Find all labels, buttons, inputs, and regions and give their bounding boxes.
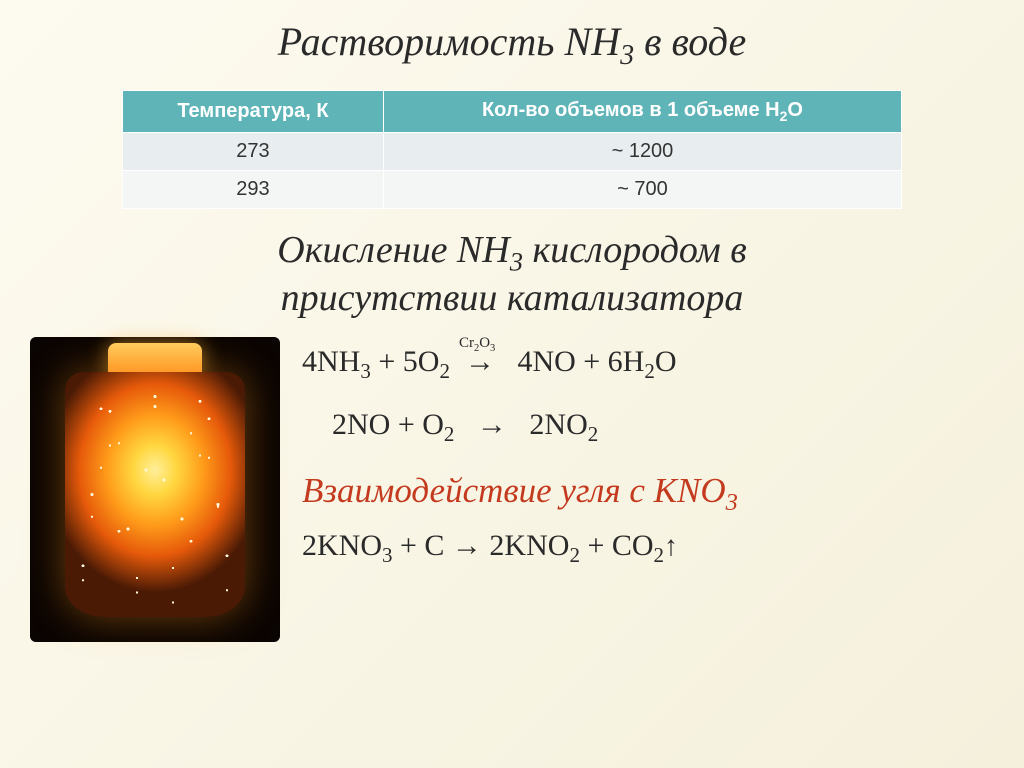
equation-3: 2KNO3 + C → 2KNO2 + CO2↑: [302, 529, 994, 568]
col-header-temp: Температура, К: [123, 91, 384, 133]
page-title: Растворимость NH3 в воде: [0, 0, 1024, 72]
cell-vol: ~ 700: [383, 171, 901, 209]
col-header-volumes: Кол-во объемов в 1 объеме H2O: [383, 91, 901, 133]
cell-temp: 273: [123, 133, 384, 171]
cell-vol: ~ 1200: [383, 133, 901, 171]
table-row: 273 ~ 1200: [123, 133, 902, 171]
table-row: 293 ~ 700: [123, 171, 902, 209]
carbon-kno3-heading: Взаимодействие угля с KNO3: [302, 471, 994, 517]
reaction-jar-image: [30, 337, 280, 642]
solubility-table: Температура, К Кол-во объемов в 1 объеме…: [122, 90, 902, 209]
equation-1: 4NH3 + 5O2 Cr2O3→ 4NO + 6H2O: [302, 345, 994, 384]
equation-2: 2NO + O2 → 2NO2: [302, 408, 994, 447]
cell-temp: 293: [123, 171, 384, 209]
oxidation-heading: Окисление NH3 кислородом вприсутствии ка…: [0, 229, 1024, 321]
